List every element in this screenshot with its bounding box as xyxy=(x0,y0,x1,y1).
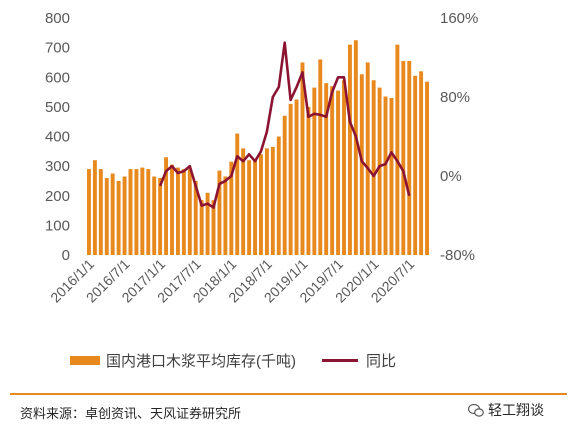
bar xyxy=(312,87,317,256)
bar xyxy=(170,164,174,255)
bar xyxy=(276,136,281,255)
bar xyxy=(134,169,139,255)
bar xyxy=(401,60,406,255)
bar xyxy=(164,157,169,255)
line-series xyxy=(158,41,411,209)
right-axis-ticks: -80% 0% 80% 160% xyxy=(440,10,478,264)
wechat-icon xyxy=(468,403,484,417)
bar xyxy=(98,169,103,255)
bar xyxy=(270,146,275,255)
bar xyxy=(247,160,252,255)
bar xyxy=(330,86,335,255)
bar xyxy=(347,44,352,255)
brand-name: 轻工翔谈 xyxy=(488,402,544,418)
bar-series xyxy=(87,40,429,256)
bar xyxy=(122,176,127,255)
bar xyxy=(383,96,388,255)
bar xyxy=(152,176,157,255)
bar xyxy=(425,81,429,255)
legend: 国内港口木浆平均库存(千吨) 同比 xyxy=(70,349,422,371)
bar xyxy=(181,169,186,255)
bar xyxy=(395,44,400,255)
bar xyxy=(365,62,370,255)
legend-line-label: 同比 xyxy=(366,352,397,370)
source-note: 资料来源：卓创资讯、天风证券研究所 xyxy=(20,406,242,421)
bar xyxy=(235,133,240,255)
bar xyxy=(282,115,287,255)
bar xyxy=(140,167,145,255)
bar xyxy=(128,169,133,255)
left-tick-label: 300 xyxy=(45,158,70,175)
bar xyxy=(264,148,269,255)
left-tick-label: 800 xyxy=(45,10,70,27)
bar xyxy=(116,180,121,255)
x-axis-ticks: 2016/1/12016/7/12017/1/12017/7/12018/1/1… xyxy=(47,256,417,306)
left-tick-label: 0 xyxy=(62,247,70,264)
legend-item-yoy: 同比 xyxy=(322,350,396,371)
bar xyxy=(371,80,376,256)
right-tick-label: 160% xyxy=(440,10,478,27)
legend-line-swatch xyxy=(322,358,358,362)
bar xyxy=(104,177,109,255)
left-tick-label: 700 xyxy=(45,40,70,57)
bar xyxy=(259,154,263,255)
bar xyxy=(342,80,346,256)
bar xyxy=(146,169,151,255)
left-tick-label: 600 xyxy=(45,69,70,86)
left-axis-ticks: 0 100 200 300 400 500 600 700 800 xyxy=(45,10,70,264)
bar xyxy=(359,74,364,255)
right-tick-label: 80% xyxy=(440,89,470,106)
bar xyxy=(353,40,358,255)
bar xyxy=(407,60,412,255)
bar xyxy=(199,200,204,255)
bar xyxy=(389,97,394,255)
bar xyxy=(158,177,163,255)
legend-bar-label: 国内港口木浆平均库存(千吨) xyxy=(106,352,296,370)
bar xyxy=(110,173,115,255)
left-tick-label: 100 xyxy=(45,217,70,234)
bar xyxy=(92,160,97,255)
left-tick-label: 200 xyxy=(45,188,70,205)
bar xyxy=(300,62,305,255)
left-tick-label: 400 xyxy=(45,129,70,146)
bar xyxy=(205,192,210,255)
bar xyxy=(324,83,329,255)
bar xyxy=(306,106,311,255)
footer-divider xyxy=(10,393,567,395)
bar xyxy=(288,103,293,255)
bar xyxy=(229,161,234,255)
legend-bar-swatch xyxy=(70,355,100,365)
bar xyxy=(193,180,198,255)
yoy-line xyxy=(158,41,411,209)
bar xyxy=(318,59,323,255)
right-tick-label: 0% xyxy=(440,168,462,185)
bar xyxy=(253,160,257,255)
bar xyxy=(211,200,216,255)
legend-item-inventory: 国内港口木浆平均库存(千吨) xyxy=(70,350,296,371)
bar xyxy=(175,167,180,255)
bar xyxy=(294,99,299,255)
bar xyxy=(377,87,382,256)
bar xyxy=(419,71,424,255)
left-tick-label: 500 xyxy=(45,99,70,116)
bar xyxy=(217,170,222,255)
bar xyxy=(336,90,341,255)
bar xyxy=(241,148,246,255)
bar xyxy=(223,176,228,255)
bar xyxy=(187,169,192,255)
bar xyxy=(413,75,418,255)
brand-watermark: 轻工翔谈 xyxy=(468,400,544,420)
right-tick-label: -80% xyxy=(440,247,475,264)
bar xyxy=(87,169,91,255)
